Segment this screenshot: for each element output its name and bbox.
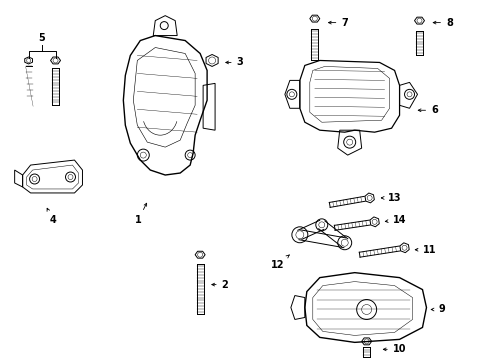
Text: 5: 5 [39,32,46,42]
Text: 7: 7 [328,18,348,28]
Text: 6: 6 [418,105,438,115]
Text: 10: 10 [383,345,406,354]
Text: 4: 4 [47,208,56,225]
Text: 12: 12 [271,255,289,270]
Text: 8: 8 [433,18,453,28]
Text: 1: 1 [135,203,147,225]
Text: 3: 3 [226,58,244,67]
Text: 14: 14 [385,215,406,225]
Text: 11: 11 [415,245,436,255]
Text: 13: 13 [381,193,401,203]
Text: 9: 9 [431,305,445,315]
Text: 2: 2 [212,280,228,289]
